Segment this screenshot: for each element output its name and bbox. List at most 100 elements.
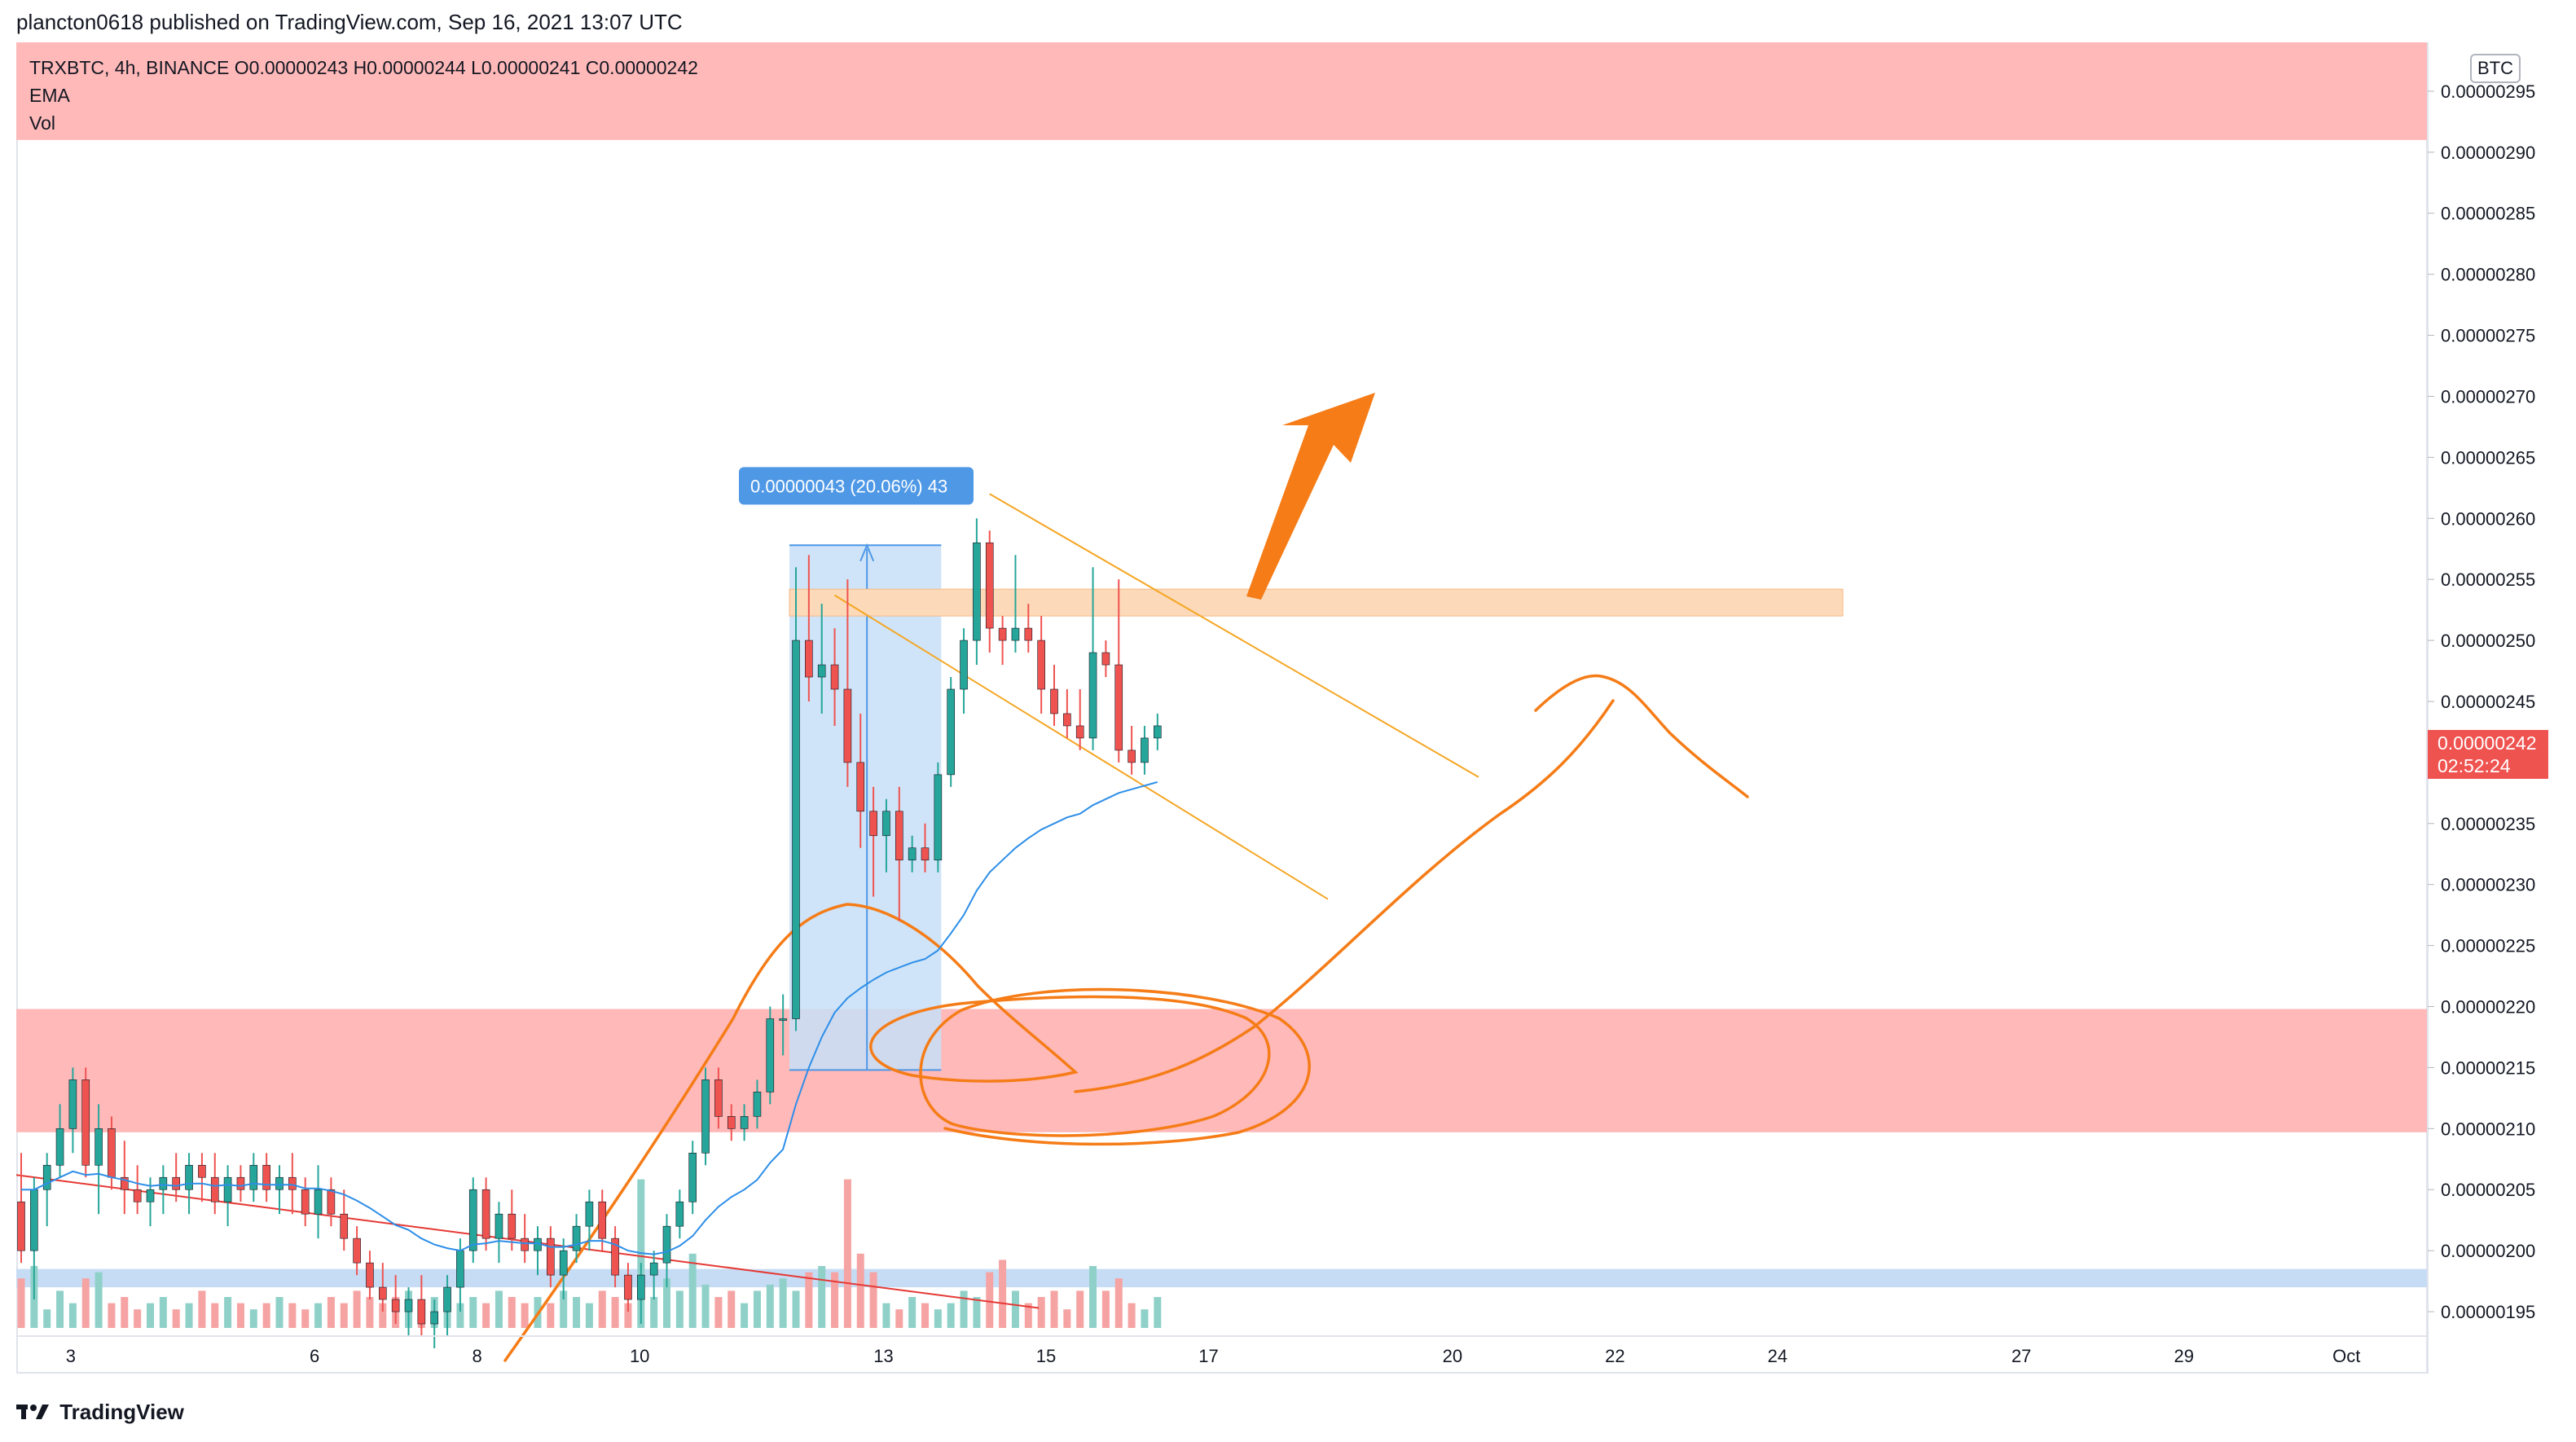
price-tick-label: 0.00000255 — [2441, 569, 2535, 590]
candle-body — [649, 1262, 658, 1276]
volume-bar — [1128, 1303, 1136, 1328]
candles-layer — [17, 518, 1162, 1348]
candle-body — [753, 1092, 762, 1117]
candle-body — [288, 1176, 297, 1190]
volume-bar — [56, 1290, 64, 1328]
candle-body — [1075, 725, 1084, 739]
candle-body — [249, 1164, 258, 1190]
volume-bar — [573, 1297, 581, 1328]
candle-body — [805, 640, 813, 678]
time-tick-label: 27 — [2011, 1346, 2031, 1366]
time-tick-label: 22 — [1605, 1346, 1624, 1366]
candle-body — [353, 1238, 361, 1264]
price-tick-label: 0.00000205 — [2441, 1180, 2535, 1200]
channel-upper-line — [989, 493, 1479, 778]
candle-body — [159, 1176, 168, 1190]
volume-bar — [547, 1303, 555, 1328]
candle-body — [17, 1201, 25, 1251]
resistance-zone-top — [16, 42, 2428, 140]
volume-bar — [198, 1290, 206, 1328]
candle-body — [327, 1189, 336, 1215]
candle-body — [521, 1238, 529, 1251]
candle-body — [766, 1018, 775, 1092]
volume-bar — [585, 1303, 593, 1328]
volume-bar — [1076, 1290, 1084, 1328]
candle-body — [481, 1189, 490, 1239]
volume-bar — [1063, 1309, 1071, 1328]
candle-body — [456, 1250, 464, 1288]
volume-bar — [1114, 1278, 1123, 1328]
candle-body — [1011, 627, 1020, 641]
last-price-value: 0.00000242 — [2438, 732, 2537, 754]
candle-body — [701, 1079, 710, 1154]
candle-body — [921, 847, 930, 861]
volume-bar — [456, 1303, 464, 1328]
candle-body — [611, 1238, 619, 1276]
candle-body — [378, 1286, 387, 1300]
freehand-recovery-curve — [1074, 699, 1615, 1093]
volume-bar — [869, 1272, 877, 1328]
candle-body — [1037, 640, 1045, 690]
candle-body — [895, 811, 903, 861]
candle-body — [688, 1152, 697, 1202]
ema-layer — [21, 780, 1158, 1255]
price-axis: 0.00000295 0.00000290 0.00000285 0.00000280… — [2427, 42, 2535, 1374]
volume-bar — [262, 1303, 270, 1328]
legend-ema[interactable]: EMA — [29, 85, 70, 106]
volume-bar — [1011, 1290, 1019, 1328]
bar-countdown: 02:52:24 — [2438, 755, 2511, 776]
price-tick-label: 0.00000210 — [2441, 1119, 2535, 1139]
volume-bar — [327, 1297, 335, 1328]
candle-body — [121, 1176, 129, 1190]
volume-bar — [275, 1297, 284, 1328]
volume-bar — [843, 1179, 851, 1328]
candle-body — [1063, 713, 1071, 727]
volume-bar — [224, 1297, 232, 1328]
volume-bar — [469, 1297, 477, 1328]
footer-brand: TradingView — [59, 1400, 184, 1424]
candle-body — [882, 811, 890, 837]
symbol-legend[interactable]: TRXBTC, 4h, BINANCE O0.00000243 H0.00000… — [29, 54, 698, 137]
candle-body — [133, 1189, 142, 1202]
time-tick-label: 15 — [1036, 1346, 1056, 1366]
candle-body — [508, 1213, 517, 1239]
candle-body — [1141, 737, 1149, 763]
candle-body — [146, 1189, 155, 1202]
candle-body — [1154, 725, 1162, 739]
candle-body — [636, 1274, 645, 1300]
volume-bar — [1037, 1297, 1045, 1328]
volume-bar — [999, 1260, 1007, 1328]
volume-bar — [379, 1303, 387, 1328]
volume-bar — [921, 1303, 929, 1328]
candle-body — [727, 1116, 736, 1129]
candle-body — [998, 627, 1007, 641]
volume-bar — [172, 1309, 180, 1328]
candle-body — [869, 811, 877, 837]
measure-label: 0.00000043 (20.06%) 43 — [750, 476, 947, 496]
candle-body — [973, 542, 981, 641]
volume-bar — [134, 1309, 142, 1328]
candle-body — [1050, 688, 1058, 714]
candle-body — [42, 1164, 51, 1190]
price-tick-label: 0.00000215 — [2441, 1057, 2535, 1078]
candle-body — [185, 1164, 193, 1190]
volume-bar — [495, 1290, 503, 1328]
volume-bar — [185, 1303, 193, 1328]
volume-bar — [482, 1303, 490, 1328]
volume-bar — [288, 1303, 297, 1328]
volume-bar — [934, 1309, 942, 1328]
legend-vol[interactable]: Vol — [29, 112, 55, 134]
volume-bar — [340, 1303, 348, 1328]
legend-symbol-ohlc[interactable]: TRXBTC, 4h, BINANCE O0.00000243 H0.00000… — [29, 57, 698, 78]
price-tick-label: 0.00000235 — [2441, 814, 2535, 834]
time-tick-label: 17 — [1198, 1346, 1218, 1366]
measure-range-box — [789, 545, 942, 1071]
currency-badge[interactable]: BTC — [2470, 54, 2521, 83]
price-tick-label: 0.00000245 — [2441, 692, 2535, 712]
tradingview-footer[interactable]: TradingView — [16, 1400, 184, 1427]
candle-body — [559, 1250, 568, 1276]
volume-bar — [301, 1309, 310, 1328]
volume-bar — [714, 1297, 723, 1328]
price-tick-label: 0.00000280 — [2441, 265, 2535, 285]
